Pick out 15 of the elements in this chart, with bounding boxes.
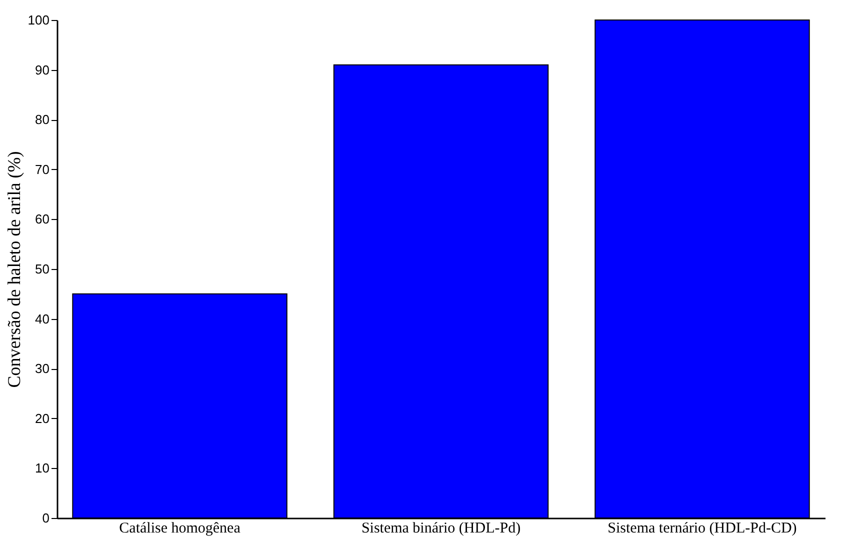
y-tick-label: 70 (35, 162, 50, 177)
y-tick-label: 30 (35, 361, 50, 376)
y-tick-label: 20 (35, 410, 50, 426)
y-tick-label: 100 (28, 12, 50, 28)
y-tick-label: 80 (35, 112, 50, 128)
y-tick-label: 60 (35, 212, 50, 227)
x-tick-label: Sistema binário (HDL-Pd) (361, 520, 521, 536)
y-tick-label: 0 (42, 510, 50, 526)
y-tick-label: 10 (35, 460, 50, 476)
y-tick-label: 50 (35, 262, 50, 276)
y-axis-title: Conversão de haleto de arila (%) (4, 151, 24, 388)
x-tick-label: Sistema ternário (HDL-Pd-CD) (608, 520, 797, 536)
y-tick-label: 90 (35, 62, 50, 78)
y-tick-label: 40 (35, 311, 50, 326)
x-tick-label: Catálise homogênea (119, 520, 241, 536)
